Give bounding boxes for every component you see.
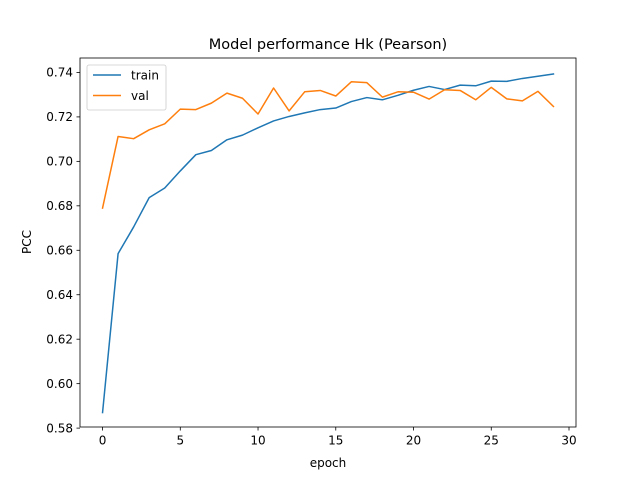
x-axis-label: epoch: [310, 456, 347, 470]
x-tick-label: 15: [328, 434, 343, 448]
y-tick-label: 0.72: [46, 110, 73, 124]
legend-box: [86, 64, 167, 111]
x-tick-label: 30: [561, 434, 576, 448]
legend-label-val: val: [131, 89, 149, 103]
series-line-train: [101, 73, 555, 414]
x-tick-label: 5: [176, 434, 184, 448]
y-tick-label: 0.74: [46, 66, 73, 80]
x-tick-label: 10: [250, 434, 265, 448]
y-tick-label: 0.62: [46, 332, 73, 346]
x-tick-label: 20: [406, 434, 421, 448]
y-tick-label: 0.64: [46, 288, 73, 302]
legend: train val: [86, 64, 167, 111]
plot-area: 0 5 10 15 20 25 30 0.58 0.60 0.62 0.64 0.66 0.68 0.70…: [46, 57, 577, 448]
y-tick-label: 0.58: [46, 421, 73, 435]
x-tick-label: 25: [484, 434, 499, 448]
y-tick-label: 0.70: [46, 155, 73, 169]
y-tick-label: 0.60: [46, 377, 73, 391]
x-tick-label: 0: [99, 434, 107, 448]
y-tick-label: 0.66: [46, 244, 73, 258]
y-tick-label: 0.68: [46, 199, 73, 213]
y-axis-label: PCC: [20, 230, 34, 254]
legend-label-train: train: [131, 68, 159, 82]
series-line-val: [101, 81, 555, 209]
chart-title: Model performance Hk (Pearson): [209, 37, 447, 53]
axes-frame: [79, 57, 577, 428]
